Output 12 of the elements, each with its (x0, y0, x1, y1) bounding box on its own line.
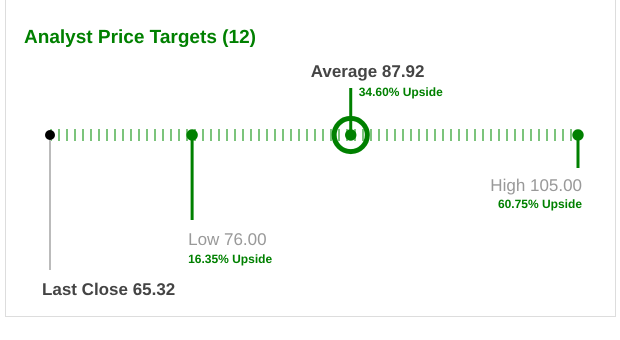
data-label: 105.00 (530, 176, 582, 195)
text: 60.75% Upside (498, 197, 582, 211)
category-label: Low (188, 230, 220, 249)
text: Analyst Price Targets (12) (24, 27, 256, 48)
data-label: 76.00 (224, 230, 267, 249)
text: 34.60% Upside (358, 85, 444, 99)
category-label: Average (310, 62, 378, 81)
category-label: Last Close (42, 280, 128, 299)
category-label: High (490, 176, 526, 195)
data-label: 87.92 (382, 62, 424, 81)
text: 16.35% Upside (188, 252, 272, 266)
data-label: 65.32 (132, 280, 176, 299)
